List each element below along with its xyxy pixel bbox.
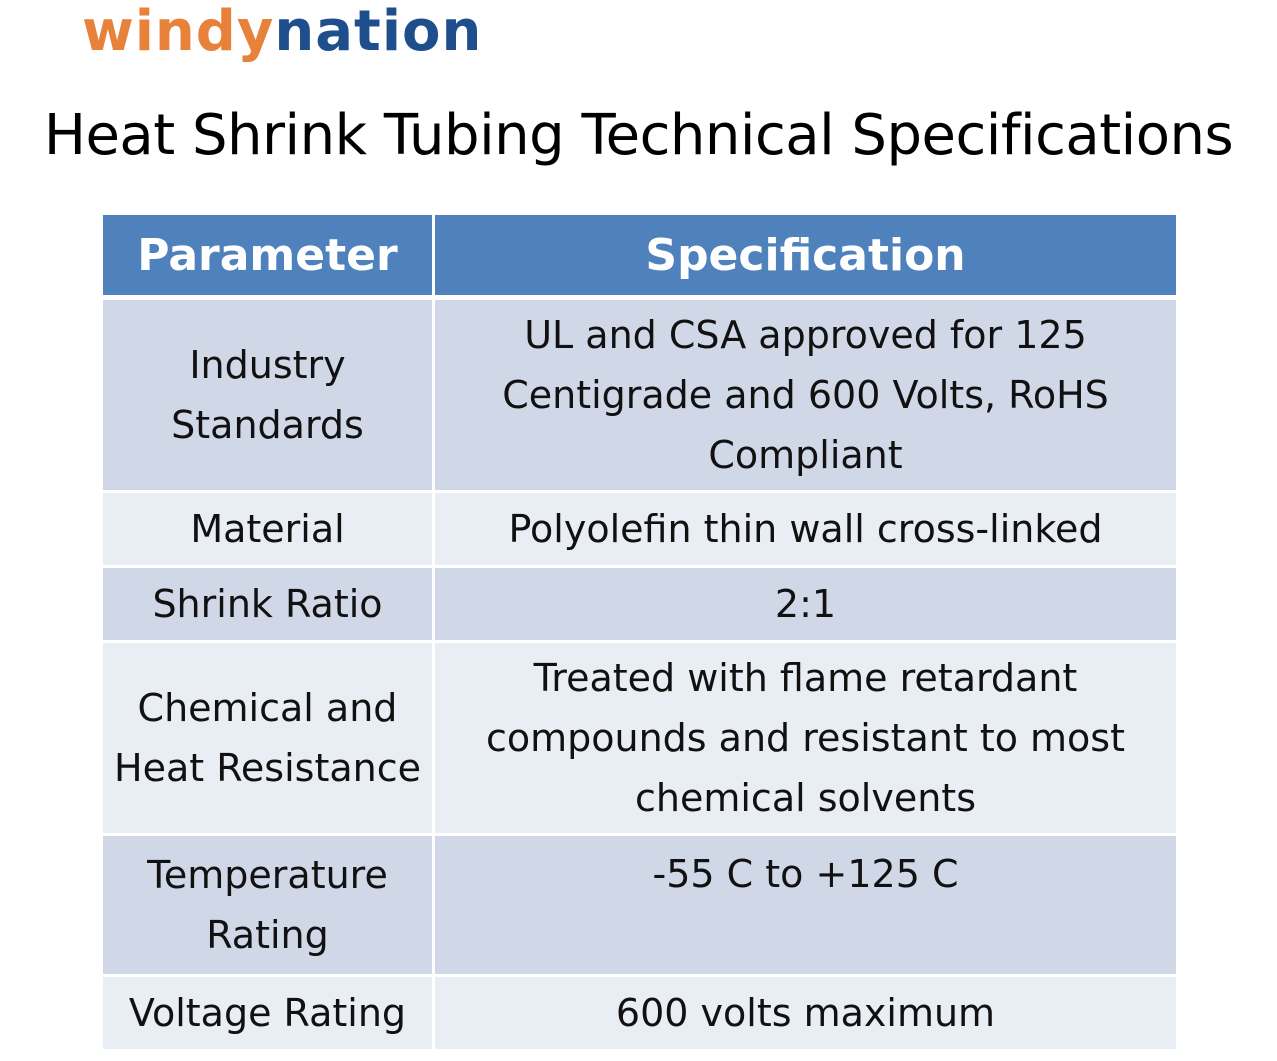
specification-cell: 600 volts maximum — [432, 974, 1179, 1052]
table-row: Chemical and Heat Resistance Treated wit… — [100, 640, 1179, 836]
specification-cell: Polyolefin thin wall cross-linked — [432, 490, 1179, 568]
parameter-cell: Industry Standards — [100, 296, 435, 493]
header-parameter: Parameter — [100, 212, 435, 300]
parameter-cell: Voltage Rating — [100, 974, 435, 1052]
logo-nation-text: nation — [274, 0, 483, 64]
header-specification: Specification — [432, 212, 1179, 300]
table-row: Material Polyolefin thin wall cross-link… — [100, 490, 1179, 568]
table-row: Shrink Ratio 2:1 — [100, 565, 1179, 643]
table-row: Voltage Rating 600 volts maximum — [100, 974, 1179, 1052]
table-row: Temperature Rating -55 C to +125 C — [100, 833, 1179, 977]
parameter-cell: Chemical and Heat Resistance — [100, 640, 435, 836]
parameter-cell: Shrink Ratio — [100, 565, 435, 643]
parameter-cell: Temperature Rating — [100, 833, 435, 977]
specification-cell: UL and CSA approved for 125 Centigrade a… — [432, 296, 1179, 493]
logo-windy-text: windy — [82, 0, 275, 64]
windynation-logo: windynation — [82, 0, 482, 64]
parameter-cell: Material — [100, 490, 435, 568]
specification-cell: 2:1 — [432, 565, 1179, 643]
table-row: Industry Standards UL and CSA approved f… — [100, 296, 1179, 493]
spec-table: Parameter Specification Industry Standar… — [100, 212, 1179, 1052]
specification-cell: -55 C to +125 C — [432, 833, 1179, 977]
specification-cell: Treated with flame retardant compounds a… — [432, 640, 1179, 836]
table-header-row: Parameter Specification — [100, 212, 1179, 300]
page-title: Heat Shrink Tubing Technical Specificati… — [43, 103, 1234, 168]
